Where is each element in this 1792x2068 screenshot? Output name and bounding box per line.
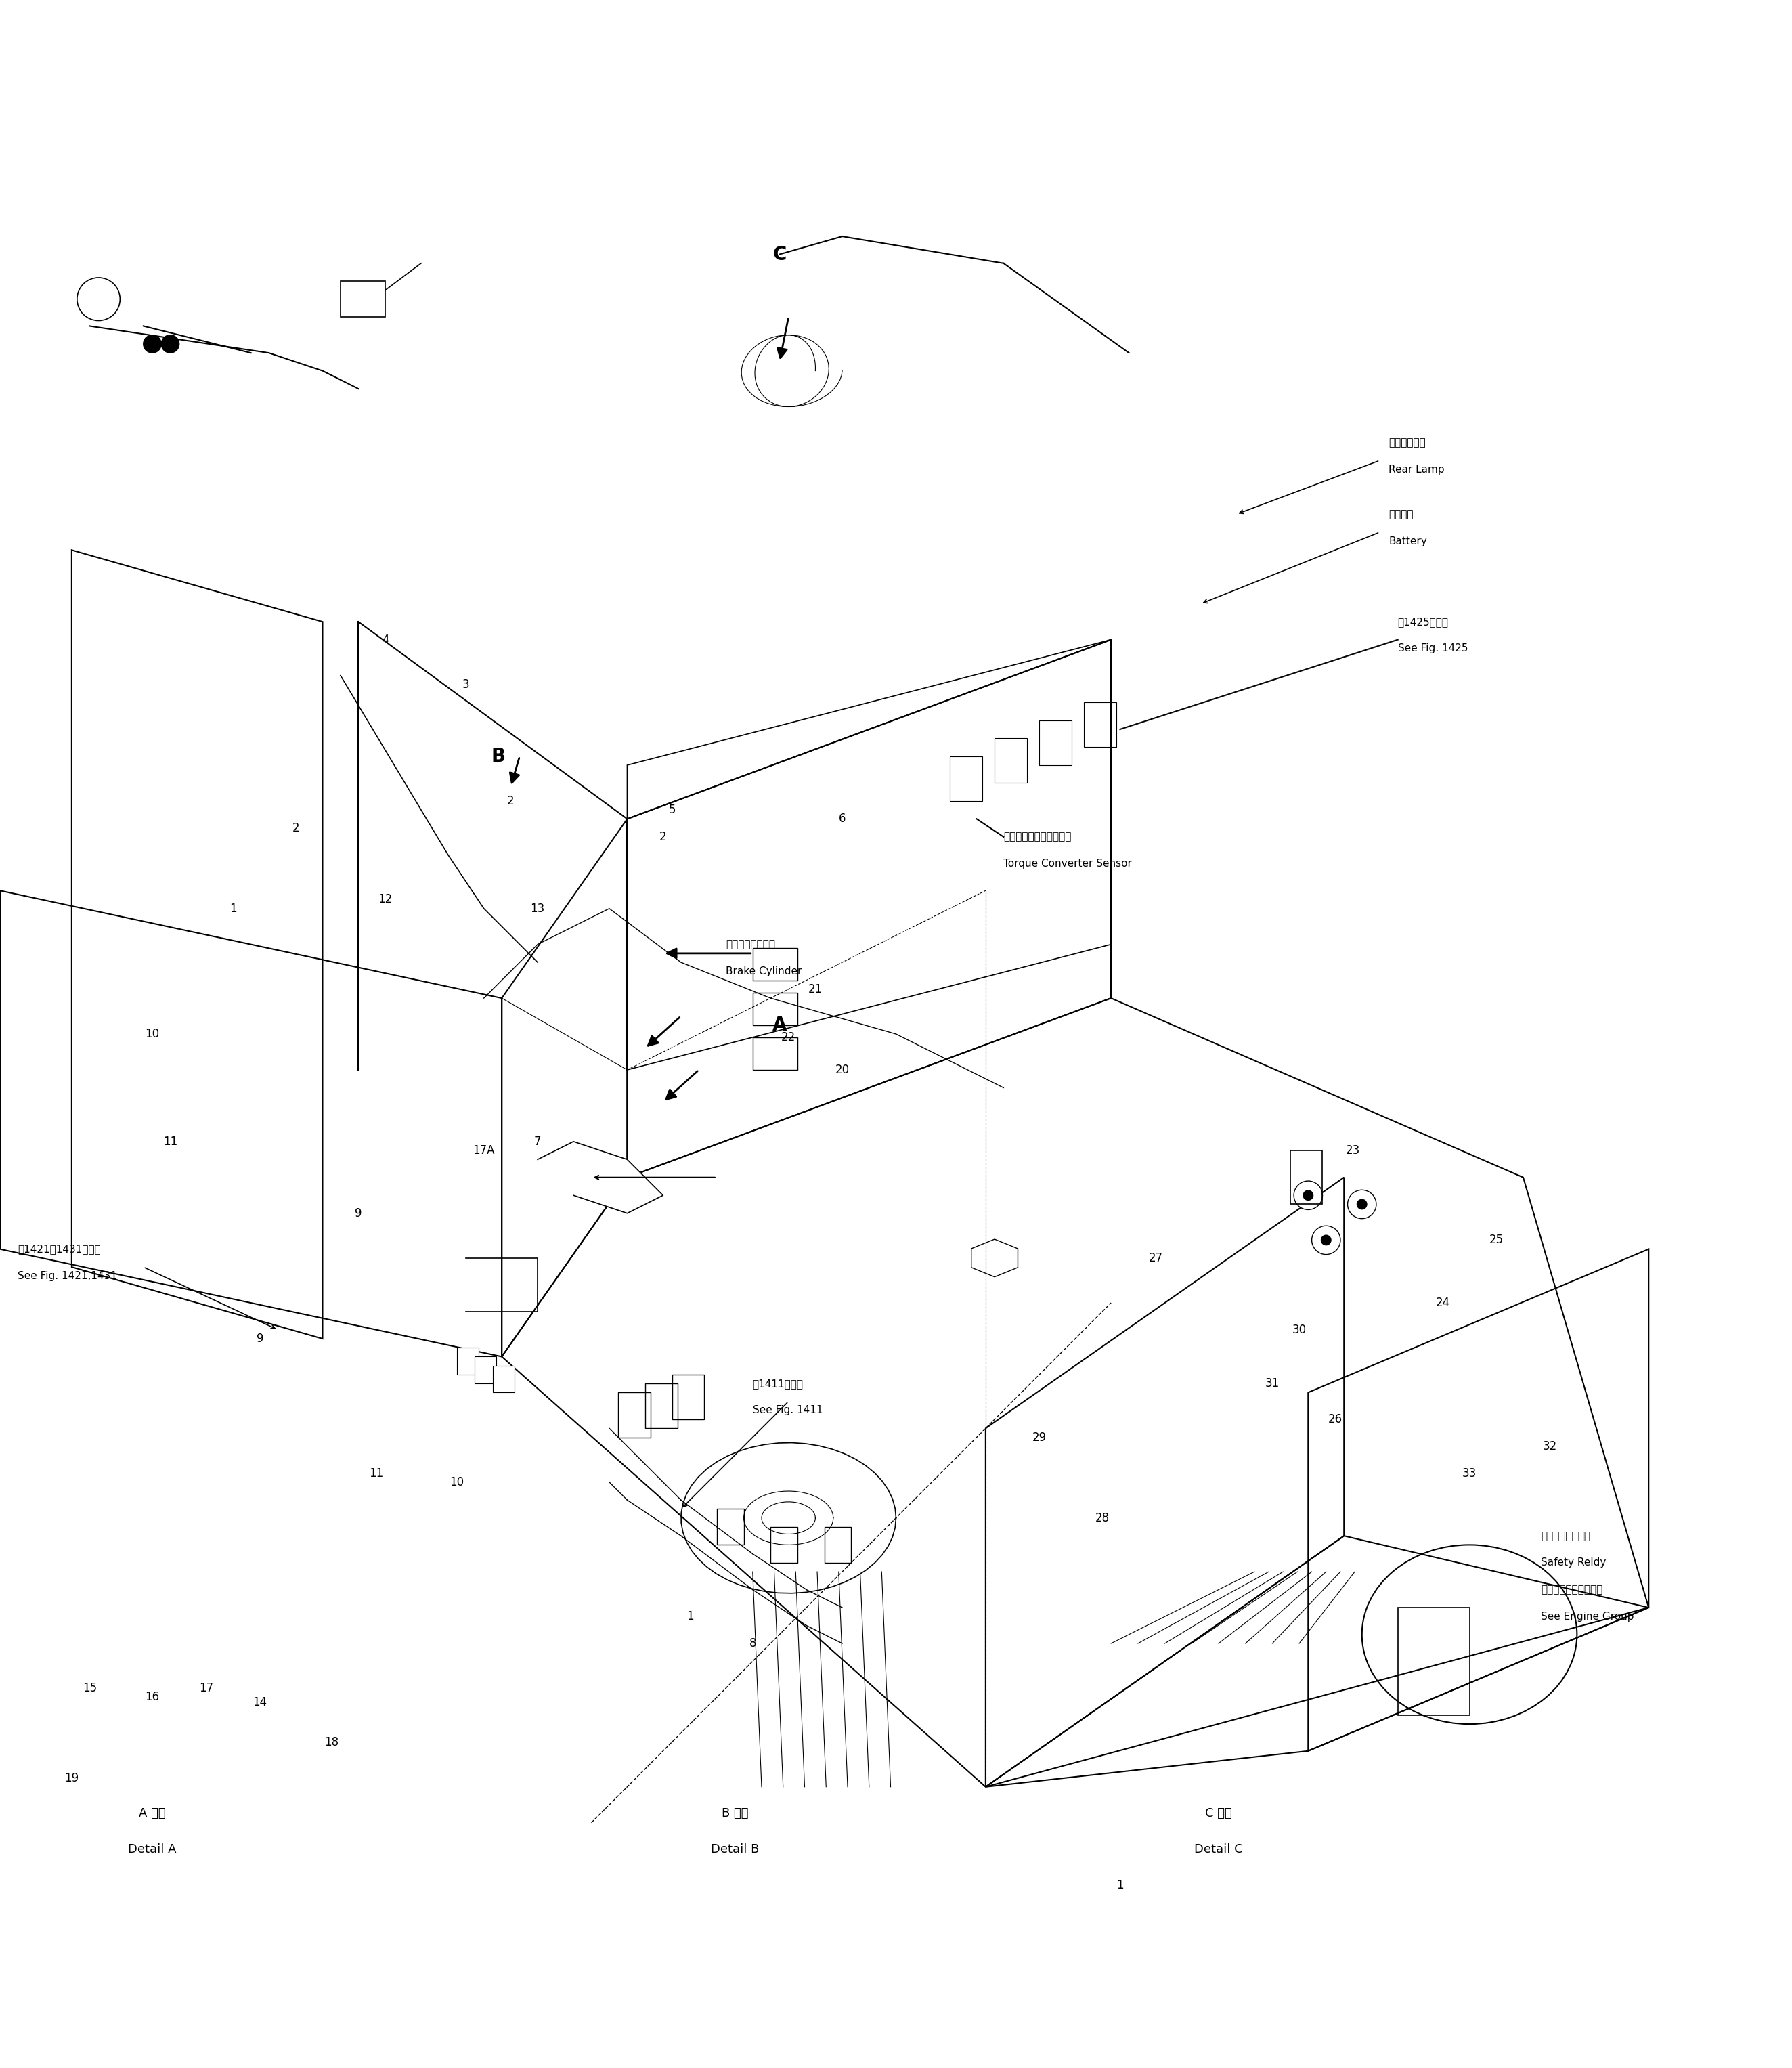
Text: 2: 2 (292, 821, 299, 833)
Text: A: A (772, 1015, 787, 1034)
Text: 20: 20 (835, 1063, 849, 1075)
Text: 第1421，1431図参照: 第1421，1431図参照 (18, 1245, 100, 1253)
Bar (1398, 1607, 1469, 1714)
Text: 第1411図参照: 第1411図参照 (753, 1379, 803, 1388)
Bar (475, 1357, 496, 1383)
Bar (618, 1392, 650, 1437)
Text: バッテリ: バッテリ (1389, 509, 1414, 519)
Bar (753, 993, 797, 1026)
Text: See Fig. 1425: See Fig. 1425 (1398, 643, 1468, 653)
Text: 15: 15 (82, 1681, 97, 1694)
Text: Torque Converter Sensor: Torque Converter Sensor (1004, 858, 1133, 869)
Text: See Fig. 1411: See Fig. 1411 (753, 1406, 823, 1415)
Text: 22: 22 (781, 1032, 796, 1044)
Text: 1: 1 (229, 902, 237, 914)
Text: 2: 2 (659, 831, 667, 844)
Text: 7: 7 (534, 1135, 541, 1148)
Bar (457, 1348, 478, 1375)
Text: 11: 11 (163, 1135, 177, 1148)
Bar (493, 1365, 514, 1392)
Text: トルクコンバータセンサ: トルクコンバータセンサ (1004, 831, 1072, 842)
Text: 17A: 17A (473, 1144, 495, 1156)
Bar (771, 1526, 797, 1563)
Text: 3: 3 (462, 678, 470, 691)
Circle shape (1348, 1189, 1376, 1218)
Text: ブレーキシリンダ: ブレーキシリンダ (726, 939, 776, 949)
Text: 28: 28 (1095, 1512, 1109, 1524)
Circle shape (1303, 1189, 1314, 1202)
Text: See Engine Group: See Engine Group (1541, 1611, 1634, 1621)
Circle shape (161, 335, 179, 354)
Bar (1039, 720, 1072, 765)
Text: 9: 9 (355, 1208, 362, 1220)
Text: 27: 27 (1149, 1251, 1163, 1264)
Text: 18: 18 (324, 1735, 339, 1747)
Text: Detail B: Detail B (711, 1843, 758, 1855)
Text: 6: 6 (839, 813, 846, 825)
Text: C: C (772, 244, 787, 265)
Circle shape (143, 335, 161, 354)
Text: 4: 4 (382, 633, 389, 645)
Text: Detail A: Detail A (127, 1843, 177, 1855)
Text: 第1425図参照: 第1425図参照 (1398, 616, 1448, 627)
Text: A 詳細: A 詳細 (140, 1807, 165, 1820)
Bar (672, 1375, 704, 1419)
Text: See Fig. 1421,1431: See Fig. 1421,1431 (18, 1272, 118, 1280)
Text: 32: 32 (1543, 1439, 1557, 1452)
Circle shape (1321, 1235, 1331, 1245)
Text: 10: 10 (145, 1028, 159, 1040)
Bar (950, 757, 982, 800)
Bar (753, 947, 797, 980)
Bar (717, 1510, 744, 1545)
Text: 10: 10 (450, 1477, 464, 1489)
Circle shape (1312, 1226, 1340, 1255)
Bar (753, 1038, 797, 1069)
Text: 30: 30 (1292, 1324, 1306, 1336)
Text: 31: 31 (1265, 1377, 1279, 1390)
Text: Detail C: Detail C (1193, 1843, 1244, 1855)
Text: 1: 1 (1116, 1880, 1124, 1892)
Text: Rear Lamp: Rear Lamp (1389, 465, 1444, 474)
Bar (340, 281, 385, 316)
Text: セーフティリレー: セーフティリレー (1541, 1530, 1591, 1541)
Text: 33: 33 (1462, 1466, 1477, 1479)
Text: Brake Cylinder: Brake Cylinder (726, 966, 801, 976)
Text: 5: 5 (668, 804, 676, 817)
Text: 2: 2 (507, 794, 514, 807)
Text: C 詳細: C 詳細 (1204, 1807, 1233, 1820)
Circle shape (1357, 1199, 1367, 1210)
Text: B 詳細: B 詳細 (722, 1807, 747, 1820)
Text: 29: 29 (1032, 1431, 1047, 1443)
Text: 16: 16 (145, 1692, 159, 1704)
Bar (824, 1526, 851, 1563)
Text: 19: 19 (65, 1772, 79, 1785)
Text: 26: 26 (1328, 1412, 1342, 1425)
Text: 11: 11 (369, 1466, 383, 1479)
Text: Safety Reldy: Safety Reldy (1541, 1557, 1606, 1568)
Bar (1290, 1150, 1322, 1204)
Text: 14: 14 (253, 1696, 267, 1708)
Text: 17: 17 (199, 1681, 213, 1694)
Text: エンジングループ参照: エンジングループ参照 (1541, 1584, 1602, 1594)
Text: 25: 25 (1489, 1235, 1503, 1247)
Bar (995, 738, 1027, 784)
Text: Battery: Battery (1389, 536, 1426, 546)
Text: 12: 12 (378, 893, 392, 906)
Bar (645, 1383, 677, 1429)
Text: B: B (491, 747, 505, 765)
Text: 23: 23 (1346, 1144, 1360, 1156)
Text: 24: 24 (1435, 1297, 1450, 1309)
Text: リャーランプ: リャーランプ (1389, 438, 1426, 447)
Text: 9: 9 (256, 1332, 263, 1344)
Text: 1: 1 (686, 1611, 694, 1623)
Circle shape (1294, 1181, 1322, 1210)
Text: 13: 13 (530, 902, 545, 914)
Text: 21: 21 (808, 982, 823, 995)
Polygon shape (538, 1142, 663, 1214)
Bar (1084, 703, 1116, 747)
Text: 8: 8 (749, 1638, 756, 1650)
